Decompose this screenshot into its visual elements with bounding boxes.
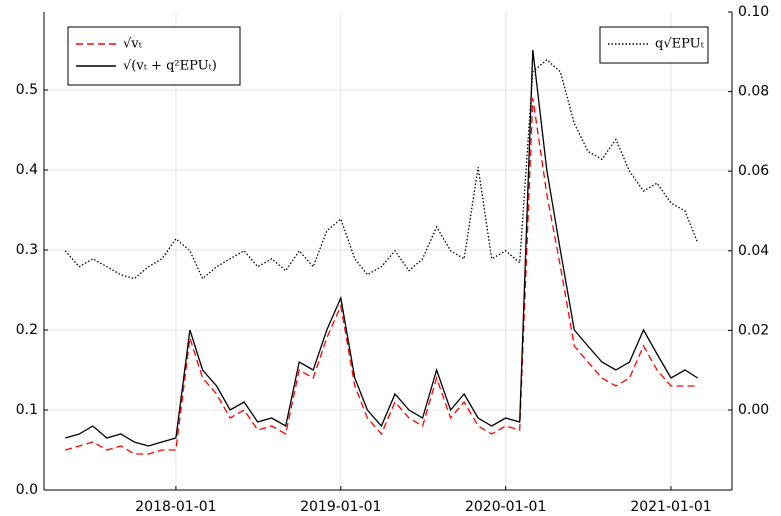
legend-box [599, 26, 709, 64]
x-tick-label: 2021-01-01 [630, 499, 711, 515]
series-line [65, 49, 699, 447]
series-line [64, 58, 699, 280]
legend: √vₜ √(vₜ + q²EPUₜ) [67, 26, 241, 86]
y2-tick-label: 0.02 [738, 322, 769, 338]
series-line [65, 97, 698, 455]
x-tick-label: 2020-01-01 [465, 499, 546, 515]
legend: q√EPUₜ [599, 26, 709, 64]
y-tick-label: 0.1 [16, 402, 38, 418]
y-tick-label: 0.4 [16, 162, 38, 178]
legend-box [67, 26, 241, 86]
legend-label: √vₜ [123, 37, 143, 52]
y2-tick-label: 0.00 [738, 402, 769, 418]
y-tick-label: 0.3 [16, 242, 38, 258]
y2-tick-label: 0.10 [738, 4, 769, 20]
x-tick-label: 2018-01-01 [135, 499, 216, 515]
y-tick-label: 0.5 [16, 82, 38, 98]
y2-tick-label: 0.08 [738, 84, 769, 100]
y-tick-label: 0.2 [16, 322, 38, 338]
legend-label: √(vₜ + q²EPUₜ) [123, 59, 217, 74]
legend-label: q√EPUₜ [655, 37, 705, 52]
y-tick-label: 0.0 [16, 482, 38, 498]
y2-tick-label: 0.06 [738, 163, 769, 179]
x-tick-label: 2019-01-01 [300, 499, 381, 515]
y2-tick-label: 0.04 [738, 243, 769, 259]
